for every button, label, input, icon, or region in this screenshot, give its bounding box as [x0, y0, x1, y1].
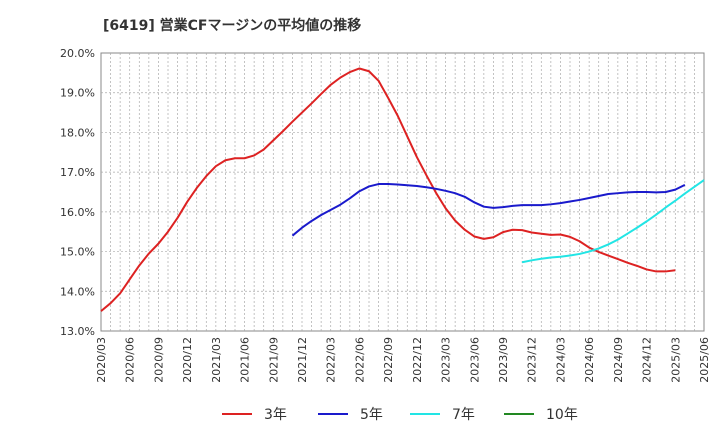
y-tick-label: 15.0% — [60, 246, 95, 259]
x-tick-label: 2023/03 — [440, 337, 453, 383]
y-tick-label: 17.0% — [60, 166, 95, 179]
x-tick-label: 2023/12 — [526, 337, 539, 383]
grid — [101, 53, 704, 331]
x-tick-label: 2020/03 — [95, 337, 108, 383]
legend-label: 3年 — [264, 407, 287, 423]
x-tick-label: 2020/09 — [152, 337, 165, 383]
x-tick-label: 2024/12 — [641, 337, 654, 383]
x-tick-label: 2024/06 — [583, 337, 596, 383]
x-tick-label: 2021/12 — [296, 337, 309, 383]
x-tick-label: 2020/12 — [181, 337, 194, 383]
series-line — [291, 183, 686, 237]
y-tick-label: 19.0% — [60, 87, 95, 100]
legend-label: 5年 — [360, 407, 383, 423]
x-tick-label: 2024/09 — [612, 337, 625, 383]
y-tick-label: 18.0% — [60, 126, 95, 139]
chart-title: [6419] 営業CFマージンの平均値の推移 — [103, 17, 361, 34]
legend: 3年 5年 7年 10年 — [222, 407, 578, 423]
x-tick-label: 2020/06 — [124, 337, 137, 383]
x-tick-label: 2023/06 — [468, 337, 481, 383]
x-tick-label: 2025/03 — [669, 337, 682, 383]
x-axis: 2020/03 2020/06 2020/09 2020/12 2021/03 2021/… — [95, 337, 711, 383]
x-tick-label: 2022/03 — [325, 337, 338, 383]
x-tick-label: 2022/12 — [411, 337, 424, 383]
plot-area — [100, 52, 705, 332]
y-tick-label: 16.0% — [60, 206, 95, 219]
series-lines — [100, 67, 705, 312]
series-line — [521, 179, 705, 264]
x-tick-label: 2021/09 — [267, 337, 280, 383]
x-tick-label: 2021/06 — [239, 337, 252, 383]
y-tick-label: 14.0% — [60, 285, 95, 298]
x-tick-label: 2023/09 — [497, 337, 510, 383]
legend-label: 7年 — [452, 407, 475, 423]
x-tick-label: 2022/06 — [353, 337, 366, 383]
x-tick-label: 2022/09 — [382, 337, 395, 383]
y-axis: 13.0% 14.0% 15.0% 16.0% 17.0% 18.0% 19.0% 20.0% — [60, 47, 95, 338]
x-tick-label: 2024/03 — [554, 337, 567, 383]
series-line — [100, 67, 676, 312]
legend-label: 10年 — [546, 407, 578, 423]
x-tick-label: 2025/06 — [698, 337, 711, 383]
x-tick-label: 2021/03 — [210, 337, 223, 383]
y-tick-label: 13.0% — [60, 325, 95, 338]
y-tick-label: 20.0% — [60, 47, 95, 60]
